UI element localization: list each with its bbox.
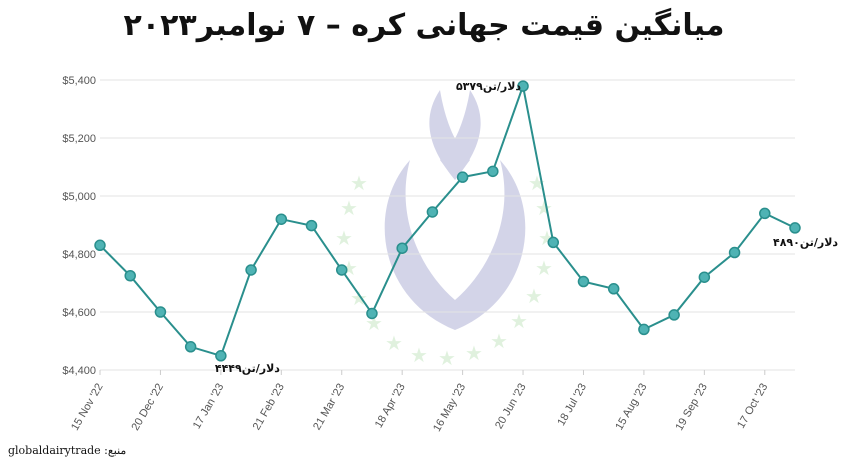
data-point xyxy=(245,264,257,276)
data-point xyxy=(728,246,741,259)
svg-text:★: ★ xyxy=(535,256,553,280)
annotations: ۴۴۴۹دلار/تن ۵۳۷۹دلار/تن ۴۸۹۰دلار/تن xyxy=(215,80,839,375)
y-tick-label: $5,400 xyxy=(62,75,96,87)
x-tick-label: 20 Dec '22 xyxy=(130,382,167,433)
data-point xyxy=(335,264,348,276)
x-tick-label: 17 Jan '23 xyxy=(191,382,227,432)
data-point xyxy=(154,306,167,318)
svg-text:★: ★ xyxy=(490,329,508,353)
data-point xyxy=(184,341,197,353)
data-point xyxy=(517,80,529,92)
y-tick-label: $5,200 xyxy=(62,133,96,145)
svg-text:★: ★ xyxy=(350,171,368,195)
chart-title: میانگین قیمت جهانی کره – ۷ نوامبر۲۰۲۳ xyxy=(123,8,725,43)
data-point xyxy=(366,307,378,320)
watermark-logo: ★ ★ ★ ★ ★ ★ ★ ★ ★ ★ ★ ★ ★ ★ ★ ★ ★ xyxy=(335,90,556,370)
x-tick-label: 16 May '23 xyxy=(431,382,468,434)
svg-text:★: ★ xyxy=(465,341,483,365)
x-tick-label: 21 Mar '23 xyxy=(311,382,347,433)
svg-text:★: ★ xyxy=(410,343,428,367)
data-point xyxy=(698,271,711,283)
svg-text:★: ★ xyxy=(350,286,368,310)
x-axis: 15 Nov '22 20 Dec '22 17 Jan '23 21 Feb '23… xyxy=(69,370,770,434)
data-point xyxy=(547,236,560,249)
x-tick-label: 18 Jul '23 xyxy=(555,382,589,428)
data-point xyxy=(456,171,469,183)
svg-text:★: ★ xyxy=(385,331,403,355)
gridlines xyxy=(100,79,795,371)
x-tick-label: 18 Apr '23 xyxy=(373,382,408,431)
data-point xyxy=(396,242,408,254)
x-tick-label: 17 Oct '23 xyxy=(735,382,770,431)
y-tick-label: $4,600 xyxy=(62,307,96,319)
data-label: ۴۴۴۹دلار/تن xyxy=(215,362,280,375)
svg-text:★: ★ xyxy=(525,284,543,308)
svg-text:★: ★ xyxy=(510,309,528,333)
x-tick-label: 15 Nov '22 xyxy=(69,382,106,433)
data-point xyxy=(124,270,136,282)
data-point xyxy=(789,222,801,234)
data-point xyxy=(426,206,439,218)
svg-text:★: ★ xyxy=(335,226,353,250)
x-tick-label: 20 Jun '23 xyxy=(493,382,529,432)
svg-text:★: ★ xyxy=(340,196,358,220)
data-points xyxy=(94,80,801,362)
data-point xyxy=(275,213,288,225)
data-label: ۵۳۷۹دلار/تن xyxy=(456,80,521,93)
x-tick-label: 19 Sep '23 xyxy=(673,382,710,433)
x-tick-label: 21 Feb '23 xyxy=(251,382,287,433)
svg-text:★: ★ xyxy=(535,196,553,220)
y-tick-label: $4,800 xyxy=(62,249,96,261)
data-point xyxy=(759,207,771,220)
data-point xyxy=(577,275,590,288)
source-note: منبع: globaldairytrade xyxy=(8,444,127,457)
data-point xyxy=(668,309,680,321)
data-label: ۴۸۹۰دلار/تن xyxy=(773,236,838,249)
y-tick-label: $4,400 xyxy=(62,365,96,377)
data-point xyxy=(638,323,650,336)
x-tick-label: 15 Aug '23 xyxy=(613,382,649,433)
data-point xyxy=(607,283,620,295)
y-axis: $4,400 $4,600 $4,800 $5,000 $5,200 $5,400 xyxy=(62,75,96,377)
y-tick-label: $5,000 xyxy=(62,191,96,203)
data-point xyxy=(487,165,499,178)
data-point xyxy=(94,239,106,252)
svg-text:★: ★ xyxy=(438,346,456,370)
data-point xyxy=(215,350,227,362)
data-point xyxy=(305,219,318,232)
